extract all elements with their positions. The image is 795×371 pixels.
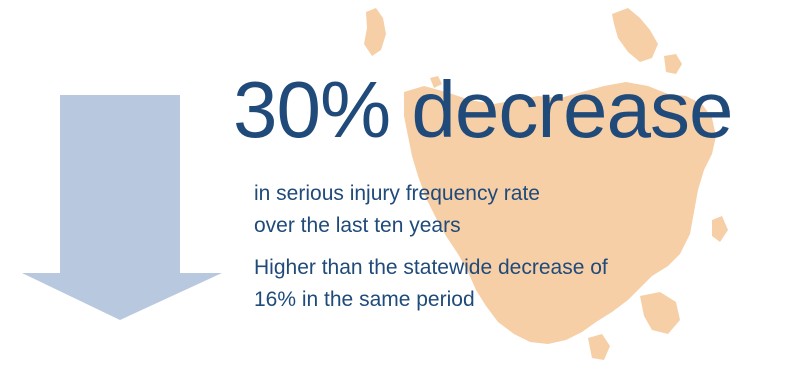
description-line-2: over the last ten years xyxy=(254,214,461,237)
description-block: in serious injury frequency rate over th… xyxy=(254,178,540,242)
down-arrow-icon xyxy=(22,95,222,320)
headline: 30% decrease xyxy=(233,65,733,154)
comparison-line-1: Higher than the statewide decrease of xyxy=(254,256,608,279)
description-line-1: in serious injury frequency rate xyxy=(254,182,540,205)
comparison-line-2: 16% in the same period xyxy=(254,288,475,311)
comparison-block: Higher than the statewide decrease of 16… xyxy=(254,252,608,316)
